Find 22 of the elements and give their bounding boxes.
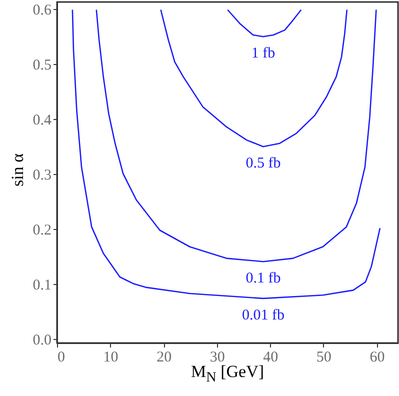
line-series bbox=[160, 10, 348, 148]
y-tick-label: 0.0 bbox=[32, 332, 52, 349]
x-tick-label: 0 bbox=[58, 350, 65, 366]
x-tick-label: 10 bbox=[103, 350, 118, 366]
y-tick-label: 0.5 bbox=[32, 58, 52, 74]
line-series bbox=[72, 10, 381, 300]
series-label: 0.5 fb bbox=[246, 156, 281, 172]
y-axis-title: sin α bbox=[8, 152, 28, 188]
x-tick-label: 20 bbox=[156, 350, 172, 366]
series-label: 0.1 fb bbox=[246, 270, 281, 287]
x-tick-label: 40 bbox=[263, 350, 278, 366]
y-tick-label: 0.1 bbox=[32, 278, 52, 294]
series-label: 1 fb bbox=[251, 46, 276, 62]
x-tick-label: 60 bbox=[370, 350, 385, 366]
y-tick-label: 0.4 bbox=[32, 112, 52, 129]
x-tick-label: 50 bbox=[316, 350, 332, 366]
series-label: 0.01 fb bbox=[242, 307, 284, 324]
line-series bbox=[96, 10, 377, 262]
line-series bbox=[227, 10, 302, 38]
y-tick-label: 0.3 bbox=[32, 168, 52, 184]
y-tick-label: 0.2 bbox=[32, 222, 52, 239]
y-tick-label: 0.6 bbox=[32, 2, 52, 19]
